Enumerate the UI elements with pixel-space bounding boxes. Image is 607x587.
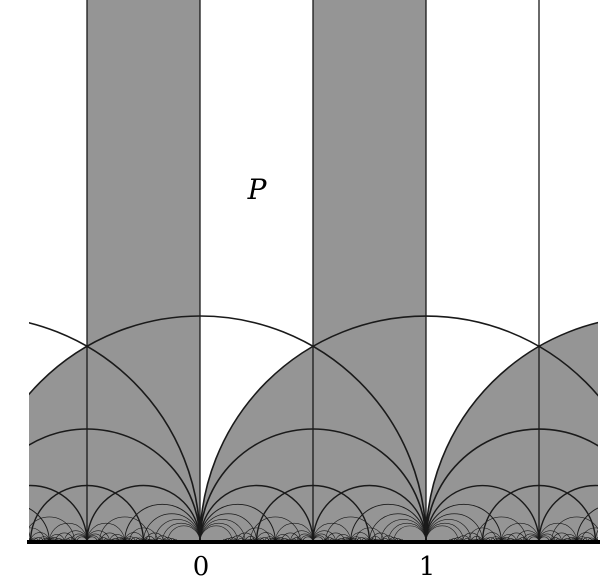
geodesic-arc bbox=[19, 539, 24, 542]
shaded-tile bbox=[58, 513, 87, 542]
geodesic-arc bbox=[312, 522, 351, 542]
tick-label-zero: 0 bbox=[193, 552, 210, 582]
geodesic-arc bbox=[312, 484, 427, 542]
shaded-tile bbox=[600, 541, 601, 542]
geodesic-arc bbox=[425, 525, 459, 542]
geodesic-arc bbox=[325, 516, 377, 542]
geodesic-arc bbox=[425, 484, 540, 542]
geodesic-arc bbox=[167, 525, 201, 542]
geodesic-arc bbox=[393, 525, 427, 542]
tick-label-one: 1 bbox=[419, 552, 436, 582]
geodesic-arc bbox=[552, 532, 571, 542]
geodesic-arc bbox=[199, 484, 314, 542]
geodesic-arc bbox=[371, 532, 391, 542]
geodesic-arc bbox=[235, 532, 255, 542]
geodesic-arc bbox=[475, 516, 527, 542]
geodesic-arc bbox=[281, 532, 300, 542]
geodesic-arc bbox=[604, 540, 607, 542]
geodesic-arc bbox=[0, 538, 6, 542]
geodesic-arc bbox=[538, 522, 577, 542]
geodesic-arc bbox=[86, 522, 125, 542]
geodesic-arc bbox=[425, 503, 502, 542]
geodesic-arc bbox=[602, 539, 607, 542]
geodesic-arc bbox=[576, 507, 598, 542]
geodesic-arc bbox=[199, 525, 233, 542]
geodesic-arc bbox=[350, 503, 427, 542]
geodesic-arc bbox=[199, 503, 276, 542]
geodesic-arc bbox=[99, 516, 151, 542]
geodesic-arc bbox=[5, 536, 18, 542]
geodesic-arc bbox=[145, 532, 165, 542]
geodesic-arc bbox=[507, 532, 526, 542]
shaded-tile bbox=[23, 541, 24, 542]
geodesic-arc bbox=[29, 508, 50, 542]
geodesic-arc bbox=[29, 527, 45, 542]
geodesic-arc bbox=[12, 538, 20, 542]
geodesic-arc bbox=[600, 541, 602, 542]
geodesic-arc bbox=[12, 540, 15, 542]
geodesic-arc bbox=[355, 527, 384, 542]
geodesic-arc bbox=[19, 540, 22, 542]
shaded-tile bbox=[29, 316, 200, 542]
geodesic-arc bbox=[22, 541, 24, 542]
shaded-tile bbox=[426, 322, 598, 542]
shaded-tile bbox=[284, 513, 313, 542]
geodesic-arc bbox=[249, 516, 301, 542]
geodesic-arc bbox=[581, 527, 598, 542]
geodesic-arc bbox=[326, 532, 345, 542]
vertical-boundaries bbox=[86, 0, 540, 542]
shaded-tile bbox=[510, 513, 539, 542]
geodesic-arc bbox=[199, 513, 257, 542]
geodesic-arc bbox=[501, 522, 540, 542]
geodesic-arc bbox=[49, 522, 88, 542]
geodesic-arc bbox=[0, 523, 12, 542]
geodesic-arc bbox=[29, 516, 75, 542]
region-label-p: P bbox=[247, 173, 268, 206]
geodesic-arc bbox=[29, 484, 88, 542]
geodesic-arc bbox=[2, 537, 11, 542]
shaded-tile bbox=[9, 539, 12, 542]
shaded-tile bbox=[0, 540, 2, 542]
geodesic-arc bbox=[468, 527, 497, 542]
shaded-tile bbox=[602, 537, 607, 542]
geodesic-arc bbox=[369, 513, 427, 542]
geodesic-arc bbox=[0, 539, 2, 542]
geodesic-arc bbox=[129, 527, 158, 542]
geodesic-arc bbox=[242, 527, 271, 542]
geodesic-arc bbox=[461, 532, 481, 542]
geodesic-arc bbox=[15, 540, 19, 542]
shaded-tile bbox=[4, 540, 6, 542]
geodesic-arc bbox=[21, 539, 27, 542]
geodesic-arc bbox=[86, 484, 201, 542]
geodesic-arc bbox=[100, 532, 119, 542]
geodesic-arc bbox=[602, 541, 604, 542]
geodesic-arc bbox=[6, 539, 11, 542]
geodesic-arc bbox=[425, 321, 598, 542]
geodesic-arc bbox=[124, 503, 201, 542]
geodesic-arc bbox=[538, 484, 598, 542]
geodesic-arc bbox=[551, 516, 598, 542]
geodesic-arc bbox=[275, 522, 314, 542]
geodesic-arc bbox=[55, 532, 74, 542]
geodesic-arc bbox=[425, 513, 483, 542]
geodesic-arc bbox=[143, 513, 201, 542]
geodesic-arc bbox=[29, 321, 201, 542]
geodesic-arc bbox=[0, 519, 19, 542]
geodesic-arc bbox=[0, 526, 6, 542]
geodesic-arc bbox=[10, 533, 28, 542]
geodesic-arc bbox=[29, 532, 31, 542]
geodesic-arc bbox=[24, 541, 26, 542]
shaded-tiles bbox=[0, 0, 607, 542]
shaded-tile bbox=[15, 537, 20, 542]
